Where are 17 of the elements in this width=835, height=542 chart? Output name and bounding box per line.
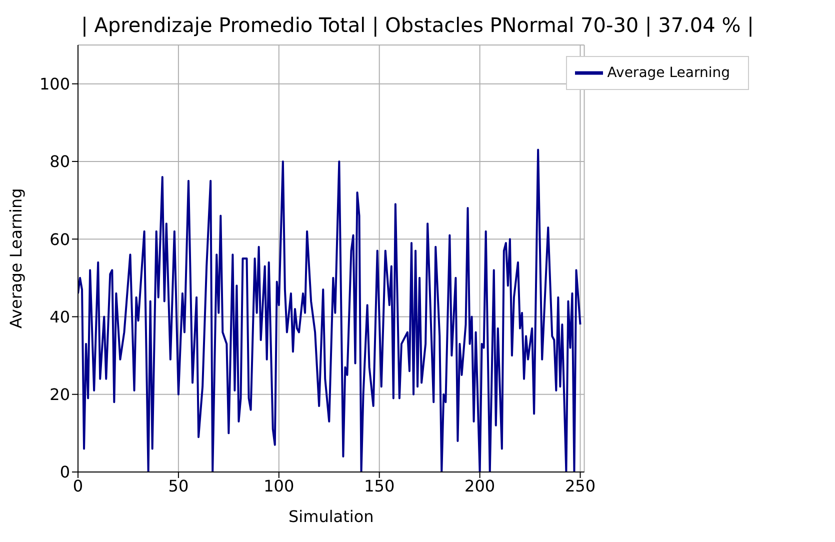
x-tick-label: 150: [364, 476, 395, 496]
x-tick-label: 200: [464, 476, 496, 496]
x-tick-label: 100: [264, 476, 294, 496]
y-tick-label: 100: [39, 74, 70, 94]
y-tick-label: 40: [50, 307, 70, 326]
x-tick-label: 50: [168, 476, 189, 496]
y-tick-label: 0: [60, 462, 70, 482]
chart-title: | Aprendizaje Promedio Total | Obstacles PNormal 70-30 | 37.04 % |: [80, 12, 755, 39]
x-tick-label: 250: [564, 476, 596, 496]
y-tick-label: 60: [50, 230, 70, 249]
y-tick-label: 80: [50, 152, 70, 172]
line-series: [78, 148, 582, 472]
y-axis-title: Average Learning: [6, 188, 26, 328]
y-tick-label: 20: [50, 385, 70, 404]
x-tick-label: 0: [72, 476, 84, 496]
legend-label: Average Learning: [607, 64, 730, 81]
x-axis-title: Simulation: [288, 507, 374, 526]
